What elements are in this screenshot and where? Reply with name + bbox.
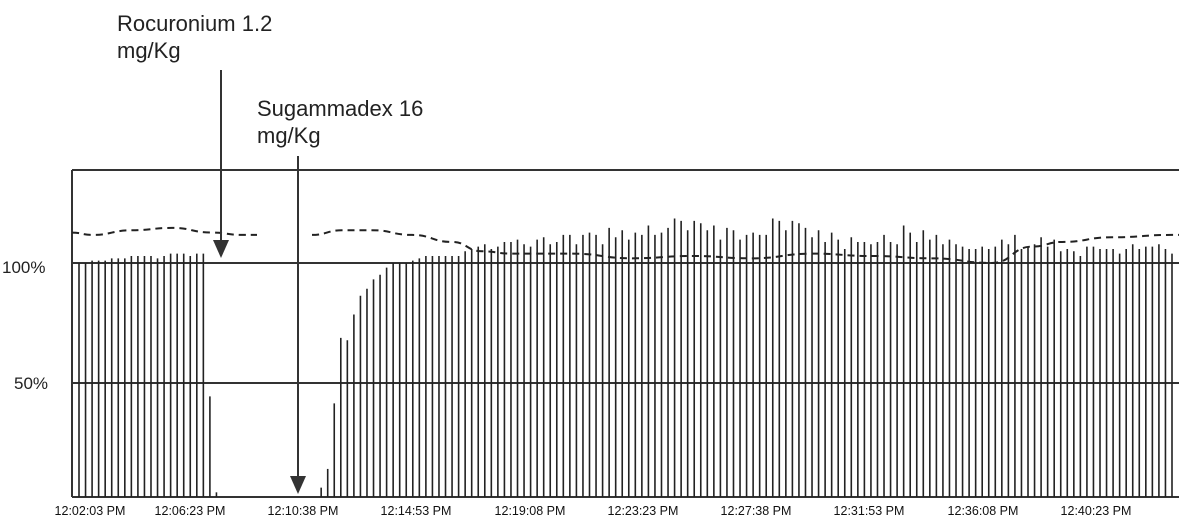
rocuronium-arrow-head bbox=[213, 240, 229, 258]
annotation-rocuronium-line1: Rocuronium 1.2 bbox=[117, 11, 273, 36]
annotation-sugammadex-line1: Sugammadex 16 bbox=[257, 96, 424, 121]
baseline-dashed-line bbox=[71, 226, 257, 236]
x-tick-label: 12:36:08 PM bbox=[947, 504, 1019, 518]
x-tick-label: 12:02:03 PM bbox=[54, 504, 126, 518]
x-tick-label: 12:27:38 PM bbox=[720, 504, 792, 518]
x-tick-label: 12:31:53 PM bbox=[833, 504, 905, 518]
y-tick-label-50: 50% bbox=[14, 374, 49, 393]
x-tick-label: 12:23:23 PM bbox=[607, 504, 679, 518]
annotation-rocuronium: Rocuronium 1.2 mg/Kg bbox=[117, 10, 272, 64]
x-tick-label: 12:06:23 PM bbox=[154, 504, 226, 518]
x-tick-label: 12:19:08 PM bbox=[494, 504, 566, 518]
annotation-sugammadex: Sugammadex 16 mg/Kg bbox=[257, 95, 423, 149]
x-tick-label: 12:14:53 PM bbox=[380, 504, 452, 518]
y-tick-label-100: 100% bbox=[2, 258, 46, 277]
annotation-sugammadex-line2: mg/Kg bbox=[257, 123, 321, 148]
baseline-dashed-line bbox=[311, 229, 1179, 265]
annotation-rocuronium-line2: mg/Kg bbox=[117, 38, 181, 63]
x-tick-label: 12:40:23 PM bbox=[1060, 504, 1132, 518]
x-tick-label: 12:10:38 PM bbox=[267, 504, 339, 518]
sugammadex-arrow-head bbox=[290, 476, 306, 494]
